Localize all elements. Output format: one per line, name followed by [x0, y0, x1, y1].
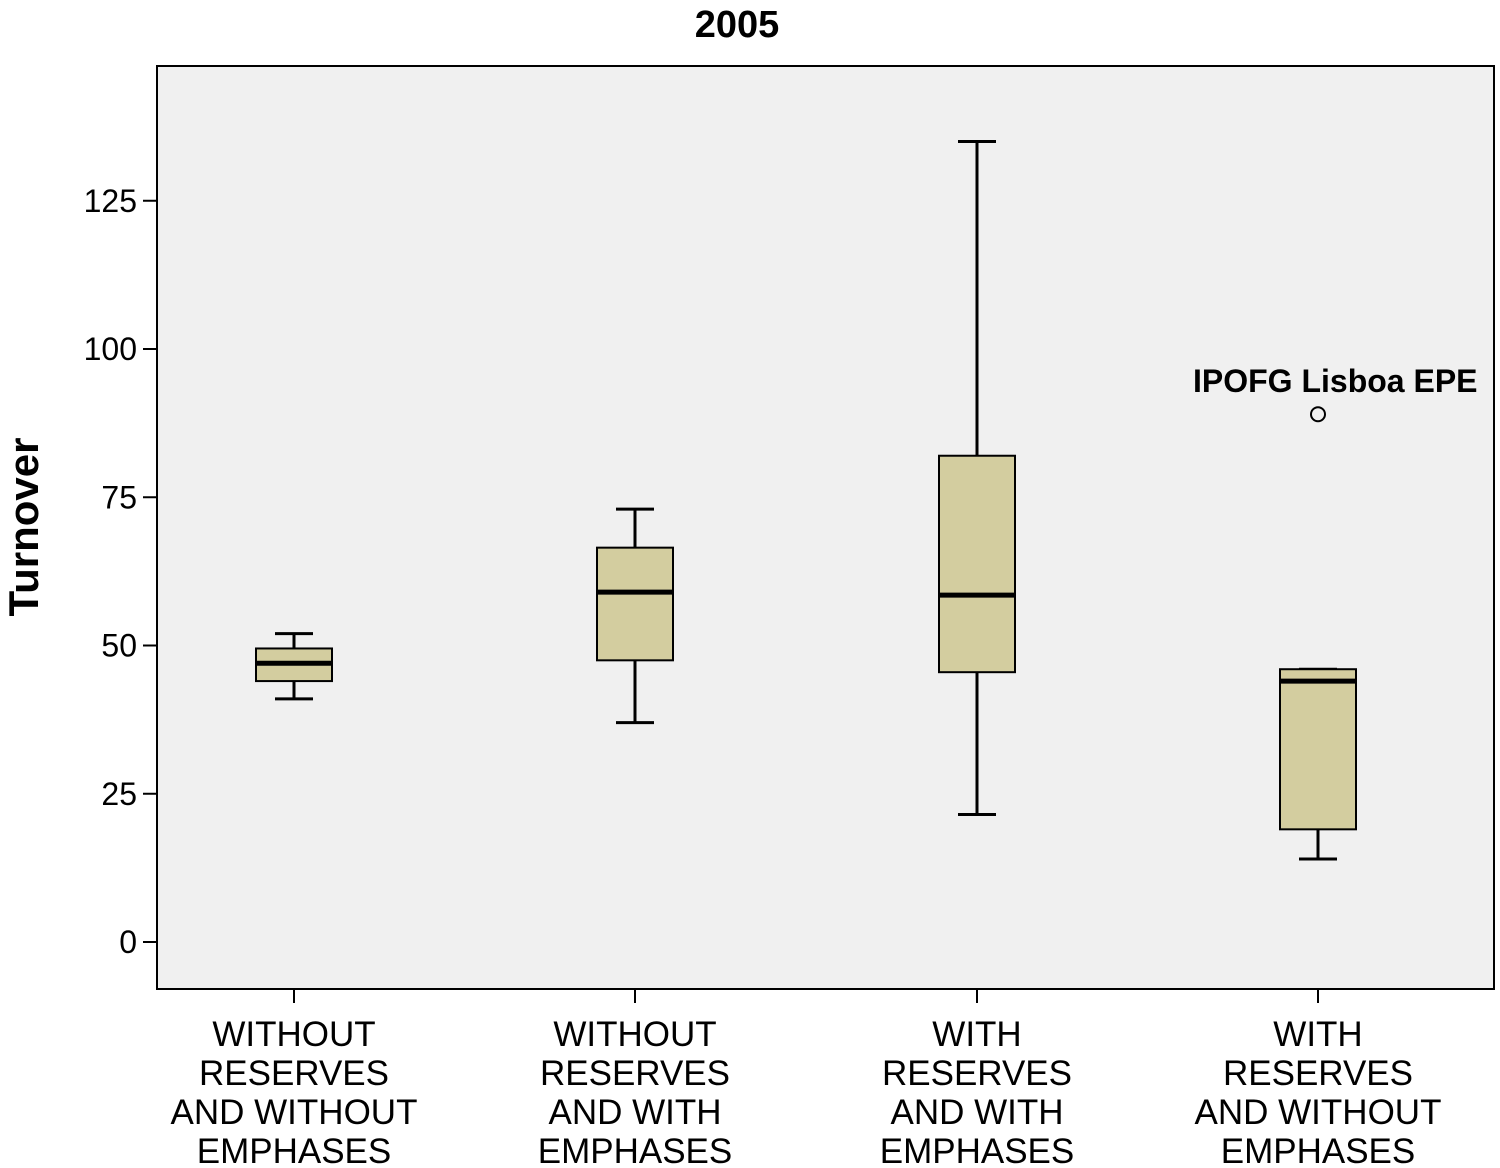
y-tick-label: 25 [101, 776, 137, 812]
x-category-label-line: AND WITH [890, 1093, 1063, 1132]
outlier-point [1310, 406, 1326, 423]
x-category-label-line: AND WITHOUT [171, 1093, 418, 1132]
x-category-label-line: EMPHASES [197, 1132, 392, 1168]
x-category-label-line: EMPHASES [1221, 1132, 1416, 1168]
x-category-label-line: EMPHASES [538, 1132, 733, 1168]
x-axis-ticks: WITHOUT RESERVES AND WITHOUT EMPHASESWITHOU… [171, 989, 1442, 1168]
box-group [596, 507, 674, 725]
outlier-label: IPOFG Lisboa EPE [1193, 363, 1478, 399]
outlier-points: IPOFG Lisboa EPE [1193, 363, 1478, 423]
box-group [938, 139, 1016, 817]
y-tick-label: 125 [84, 183, 137, 219]
box-iqr [596, 546, 674, 662]
y-axis-label: Turnover [0, 438, 47, 617]
x-category-label-line: RESERVES [882, 1054, 1072, 1093]
x-category-label-line: RESERVES [1223, 1054, 1413, 1093]
x-category-label-line: WITHOUT [553, 1015, 716, 1054]
x-category-label: WITH RESERVES AND WITH EMPHASES [880, 1015, 1075, 1168]
box-iqr [938, 454, 1016, 674]
y-tick-label: 100 [84, 331, 137, 367]
box-group [1279, 667, 1357, 861]
x-category-label: WITH RESERVES AND WITHOUT EMPHASES [1195, 1015, 1442, 1168]
y-tick-label: 75 [101, 479, 137, 515]
x-category-label: WITHOUT RESERVES AND WITH EMPHASES [538, 1015, 733, 1168]
x-category-label-line: AND WITH [548, 1093, 721, 1132]
x-category-label-line: WITH [1273, 1015, 1362, 1054]
y-tick-label: 0 [119, 924, 137, 960]
box-series [255, 139, 1357, 861]
x-category-label-line: AND WITHOUT [1195, 1093, 1442, 1132]
chart-title: 2005 [695, 4, 780, 46]
x-category-label: WITHOUT RESERVES AND WITHOUT EMPHASES [171, 1015, 418, 1168]
x-category-label-line: EMPHASES [880, 1132, 1075, 1168]
box-iqr [1279, 668, 1357, 831]
x-category-label-line: WITHOUT [212, 1015, 375, 1054]
y-axis-ticks: 0 25 50 75 100 125 [84, 183, 157, 960]
y-tick-label: 50 [101, 628, 137, 664]
box-group [255, 632, 333, 701]
x-category-label-line: RESERVES [199, 1054, 389, 1093]
plot-background [156, 65, 1495, 990]
x-category-label-line: WITH [932, 1015, 1021, 1054]
x-category-label-line: RESERVES [540, 1054, 730, 1093]
